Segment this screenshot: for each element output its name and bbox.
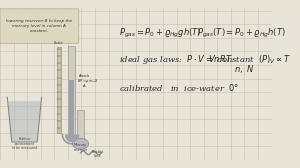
Bar (57, 47, 61, 133)
Bar (68, 46, 75, 135)
Text: Scale: Scale (54, 41, 64, 45)
Text: lowering reservoir B to keep the
mercury level in column A
constant.: lowering reservoir B to keep the mercury… (6, 19, 72, 33)
Text: Mercury
reservoir: Mercury reservoir (74, 143, 88, 152)
Polygon shape (8, 101, 41, 141)
Text: $A_2$: $A_2$ (82, 83, 88, 90)
Text: Flexible
hose: Flexible hose (92, 150, 104, 158)
Text: Bath or
environment
to be measured: Bath or environment to be measured (12, 137, 37, 150)
Text: Area:b: Area:b (79, 74, 90, 78)
FancyBboxPatch shape (0, 9, 79, 43)
Text: ideal gas laws:  $P \cdot V = nRT$: ideal gas laws: $P \cdot V = nRT$ (119, 53, 233, 66)
Text: $P_{gas}(T) = P_0 + \varrho_{Hg}h(T)$: $P_{gas}(T) = P_0 + \varrho_{Hg}h(T)$ (197, 27, 286, 40)
Text: $P_{gas} = P_0 + \varrho_{Hg}gh(T)$: $P_{gas} = P_0 + \varrho_{Hg}gh(T)$ (119, 27, 202, 40)
Text: calibrated   in  ice-water  $0°$: calibrated in ice-water $0°$ (119, 82, 240, 93)
Text: $n,\ N$: $n,\ N$ (233, 63, 254, 75)
Text: $V$ constant  $(P)_V \propto T$: $V$ constant $(P)_V \propto T$ (208, 53, 291, 66)
Text: $BP=\rho m_{Hg}S$: $BP=\rho m_{Hg}S$ (77, 77, 99, 85)
Bar (69, 80, 74, 135)
Bar (77, 110, 84, 142)
Ellipse shape (72, 138, 89, 149)
